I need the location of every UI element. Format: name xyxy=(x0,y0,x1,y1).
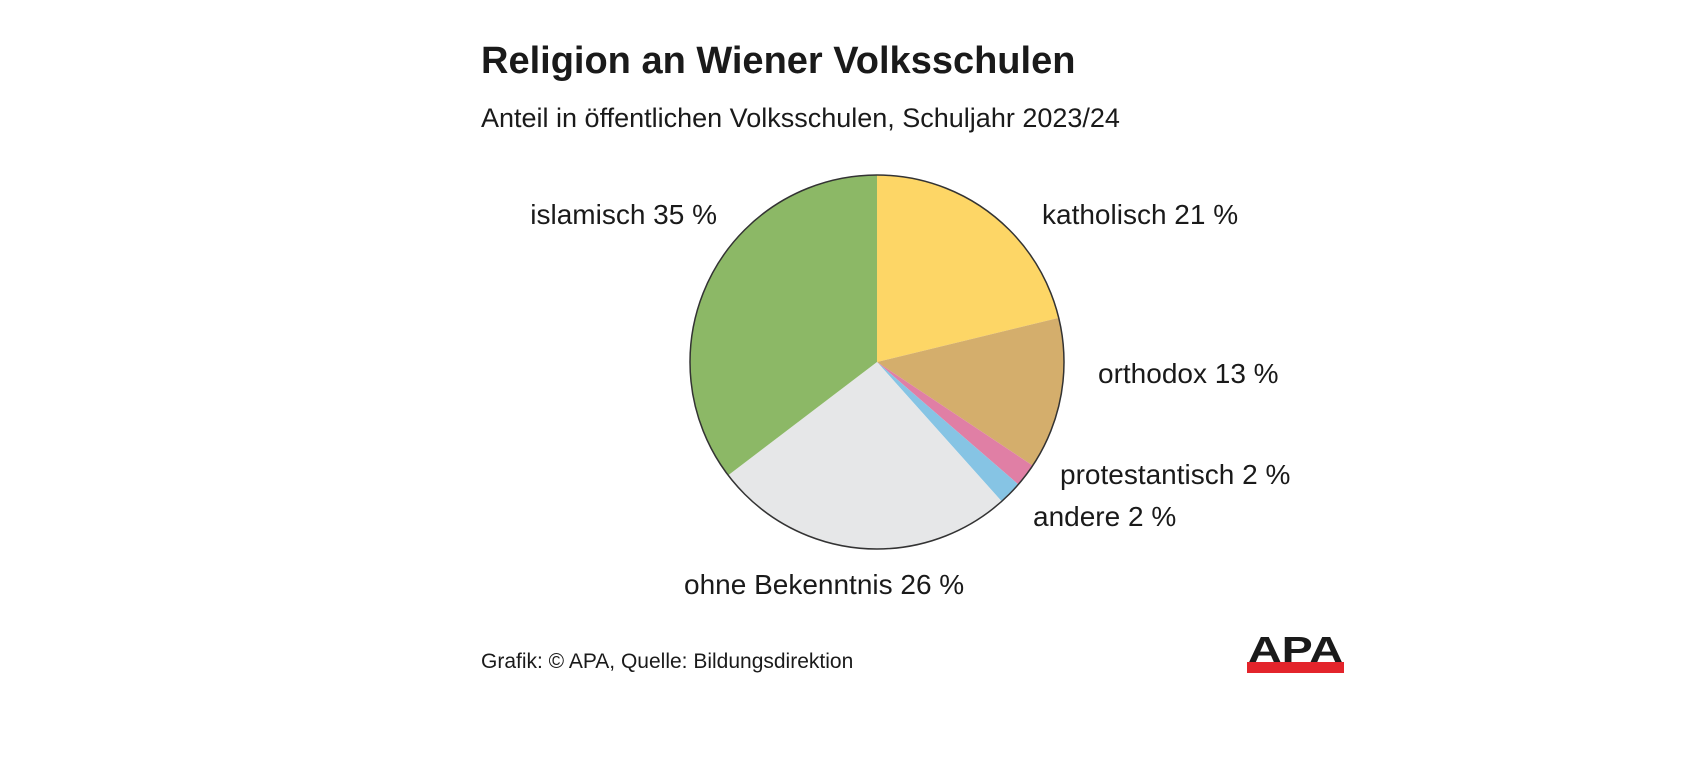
slice-label-protestantisch: protestantisch 2 % xyxy=(1060,459,1290,490)
slice-label-katholisch: katholisch 21 % xyxy=(1042,199,1238,230)
slice-label-islamisch: islamisch 35 % xyxy=(530,199,717,230)
pie-slice-andere xyxy=(877,362,1019,502)
pie-outline xyxy=(689,174,1065,550)
slice-label-andere: andere 2 % xyxy=(1033,501,1176,532)
pie-slice-ohne-bekenntnis xyxy=(728,362,1002,549)
pie-slice-orthodox xyxy=(877,317,1064,466)
pie-slice-protestantisch xyxy=(877,362,1033,485)
pie-slice-katholisch xyxy=(877,175,1059,362)
chart-subtitle: Anteil in öffentlichen Volksschulen, Sch… xyxy=(481,103,1120,133)
chart-title: Religion an Wiener Volksschulen xyxy=(481,40,1076,82)
apa-logo: APA xyxy=(1247,634,1344,673)
slice-label-orthodox: orthodox 13 % xyxy=(1098,358,1279,389)
pie-slice-islamisch xyxy=(690,175,877,476)
source-note: Grafik: © APA, Quelle: Bildungsdirektion xyxy=(481,650,854,673)
slice-label-ohne-bekenntnis: ohne Bekenntnis 26 % xyxy=(684,569,964,600)
